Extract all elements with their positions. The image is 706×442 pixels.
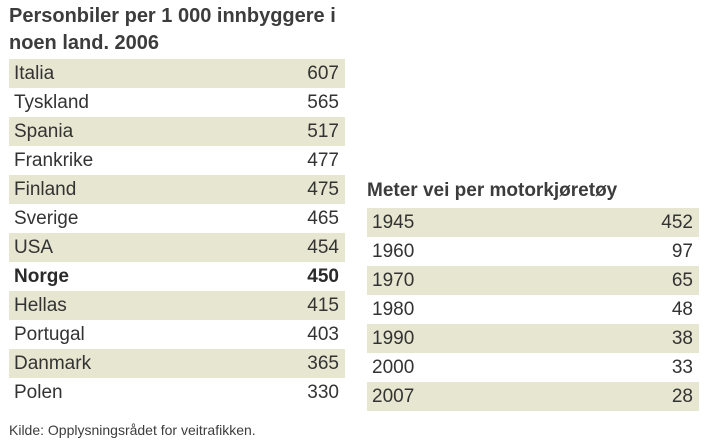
table-row: Sverige 465	[9, 204, 345, 233]
year-label: 2000	[372, 357, 415, 378]
cars-per-1000-table: Italia 607 Tyskland 565 Spania 517 Frank…	[9, 59, 345, 407]
cars-value: 475	[307, 179, 339, 200]
source-note: Kilde: Opplysningsrådet for veitrafikken…	[9, 422, 256, 438]
cars-value: 517	[307, 121, 339, 142]
year-label: 1945	[372, 212, 415, 233]
cars-value: 565	[307, 92, 339, 113]
meters-value: 33	[671, 357, 693, 378]
table-row: Frankrike 477	[9, 146, 345, 175]
country-label: Italia	[14, 63, 55, 84]
year-label: 1970	[372, 270, 415, 291]
table-row: 2000 33	[367, 353, 699, 382]
table-row: Italia 607	[9, 59, 345, 88]
table-row: 2007 28	[367, 382, 699, 411]
country-label: Norge	[14, 266, 69, 287]
table-row: Portugal 403	[9, 320, 345, 349]
table-row: USA 454	[9, 233, 345, 262]
table-row: Spania 517	[9, 117, 345, 146]
cars-table-title: Personbiler per 1 000 innbyggere i noen …	[9, 5, 336, 54]
meters-value: 452	[661, 212, 693, 233]
table-row: 1960 97	[367, 237, 699, 266]
year-label: 2007	[372, 386, 415, 407]
cars-value: 415	[307, 295, 339, 316]
table-row: Hellas 415	[9, 291, 345, 320]
table-row: 1990 38	[367, 324, 699, 353]
cars-value: 477	[307, 150, 339, 171]
country-label: Danmark	[14, 353, 92, 374]
meters-value: 28	[671, 386, 693, 407]
cars-value: 403	[307, 324, 339, 345]
meters-value: 48	[671, 299, 693, 320]
road-per-vehicle-table: 1945 452 1960 97 1970 65 1980 48 1990 38…	[367, 208, 699, 411]
table-row: Tyskland 565	[9, 88, 345, 117]
cars-value: 607	[307, 63, 339, 84]
country-label: USA	[14, 237, 54, 258]
year-label: 1960	[372, 241, 415, 262]
road-table-title: Meter vei per motorkjøretøy	[367, 180, 618, 201]
country-label: Polen	[14, 382, 63, 403]
year-label: 1990	[372, 328, 415, 349]
cars-value: 450	[307, 266, 339, 287]
table-row: Finland 475	[9, 175, 345, 204]
meters-value: 65	[671, 270, 693, 291]
country-label: Portugal	[14, 324, 85, 345]
cars-value: 465	[307, 208, 339, 229]
country-label: Spania	[14, 121, 74, 142]
country-label: Frankrike	[14, 150, 94, 171]
country-label: Finland	[14, 179, 77, 200]
table-row: 1980 48	[367, 295, 699, 324]
cars-value: 365	[307, 353, 339, 374]
table-row: 1945 452	[367, 208, 699, 237]
table-row: Danmark 365	[9, 349, 345, 378]
year-label: 1980	[372, 299, 415, 320]
meters-value: 97	[671, 241, 693, 262]
meters-value: 38	[671, 328, 693, 349]
table-row: 1970 65	[367, 266, 699, 295]
cars-value: 330	[307, 382, 339, 403]
country-label: Tyskland	[14, 92, 89, 113]
country-label: Hellas	[14, 295, 67, 316]
cars-value: 454	[307, 237, 339, 258]
table-row: Polen 330	[9, 378, 345, 407]
country-label: Sverige	[14, 208, 79, 229]
table-row-highlighted: Norge 450	[9, 262, 345, 291]
